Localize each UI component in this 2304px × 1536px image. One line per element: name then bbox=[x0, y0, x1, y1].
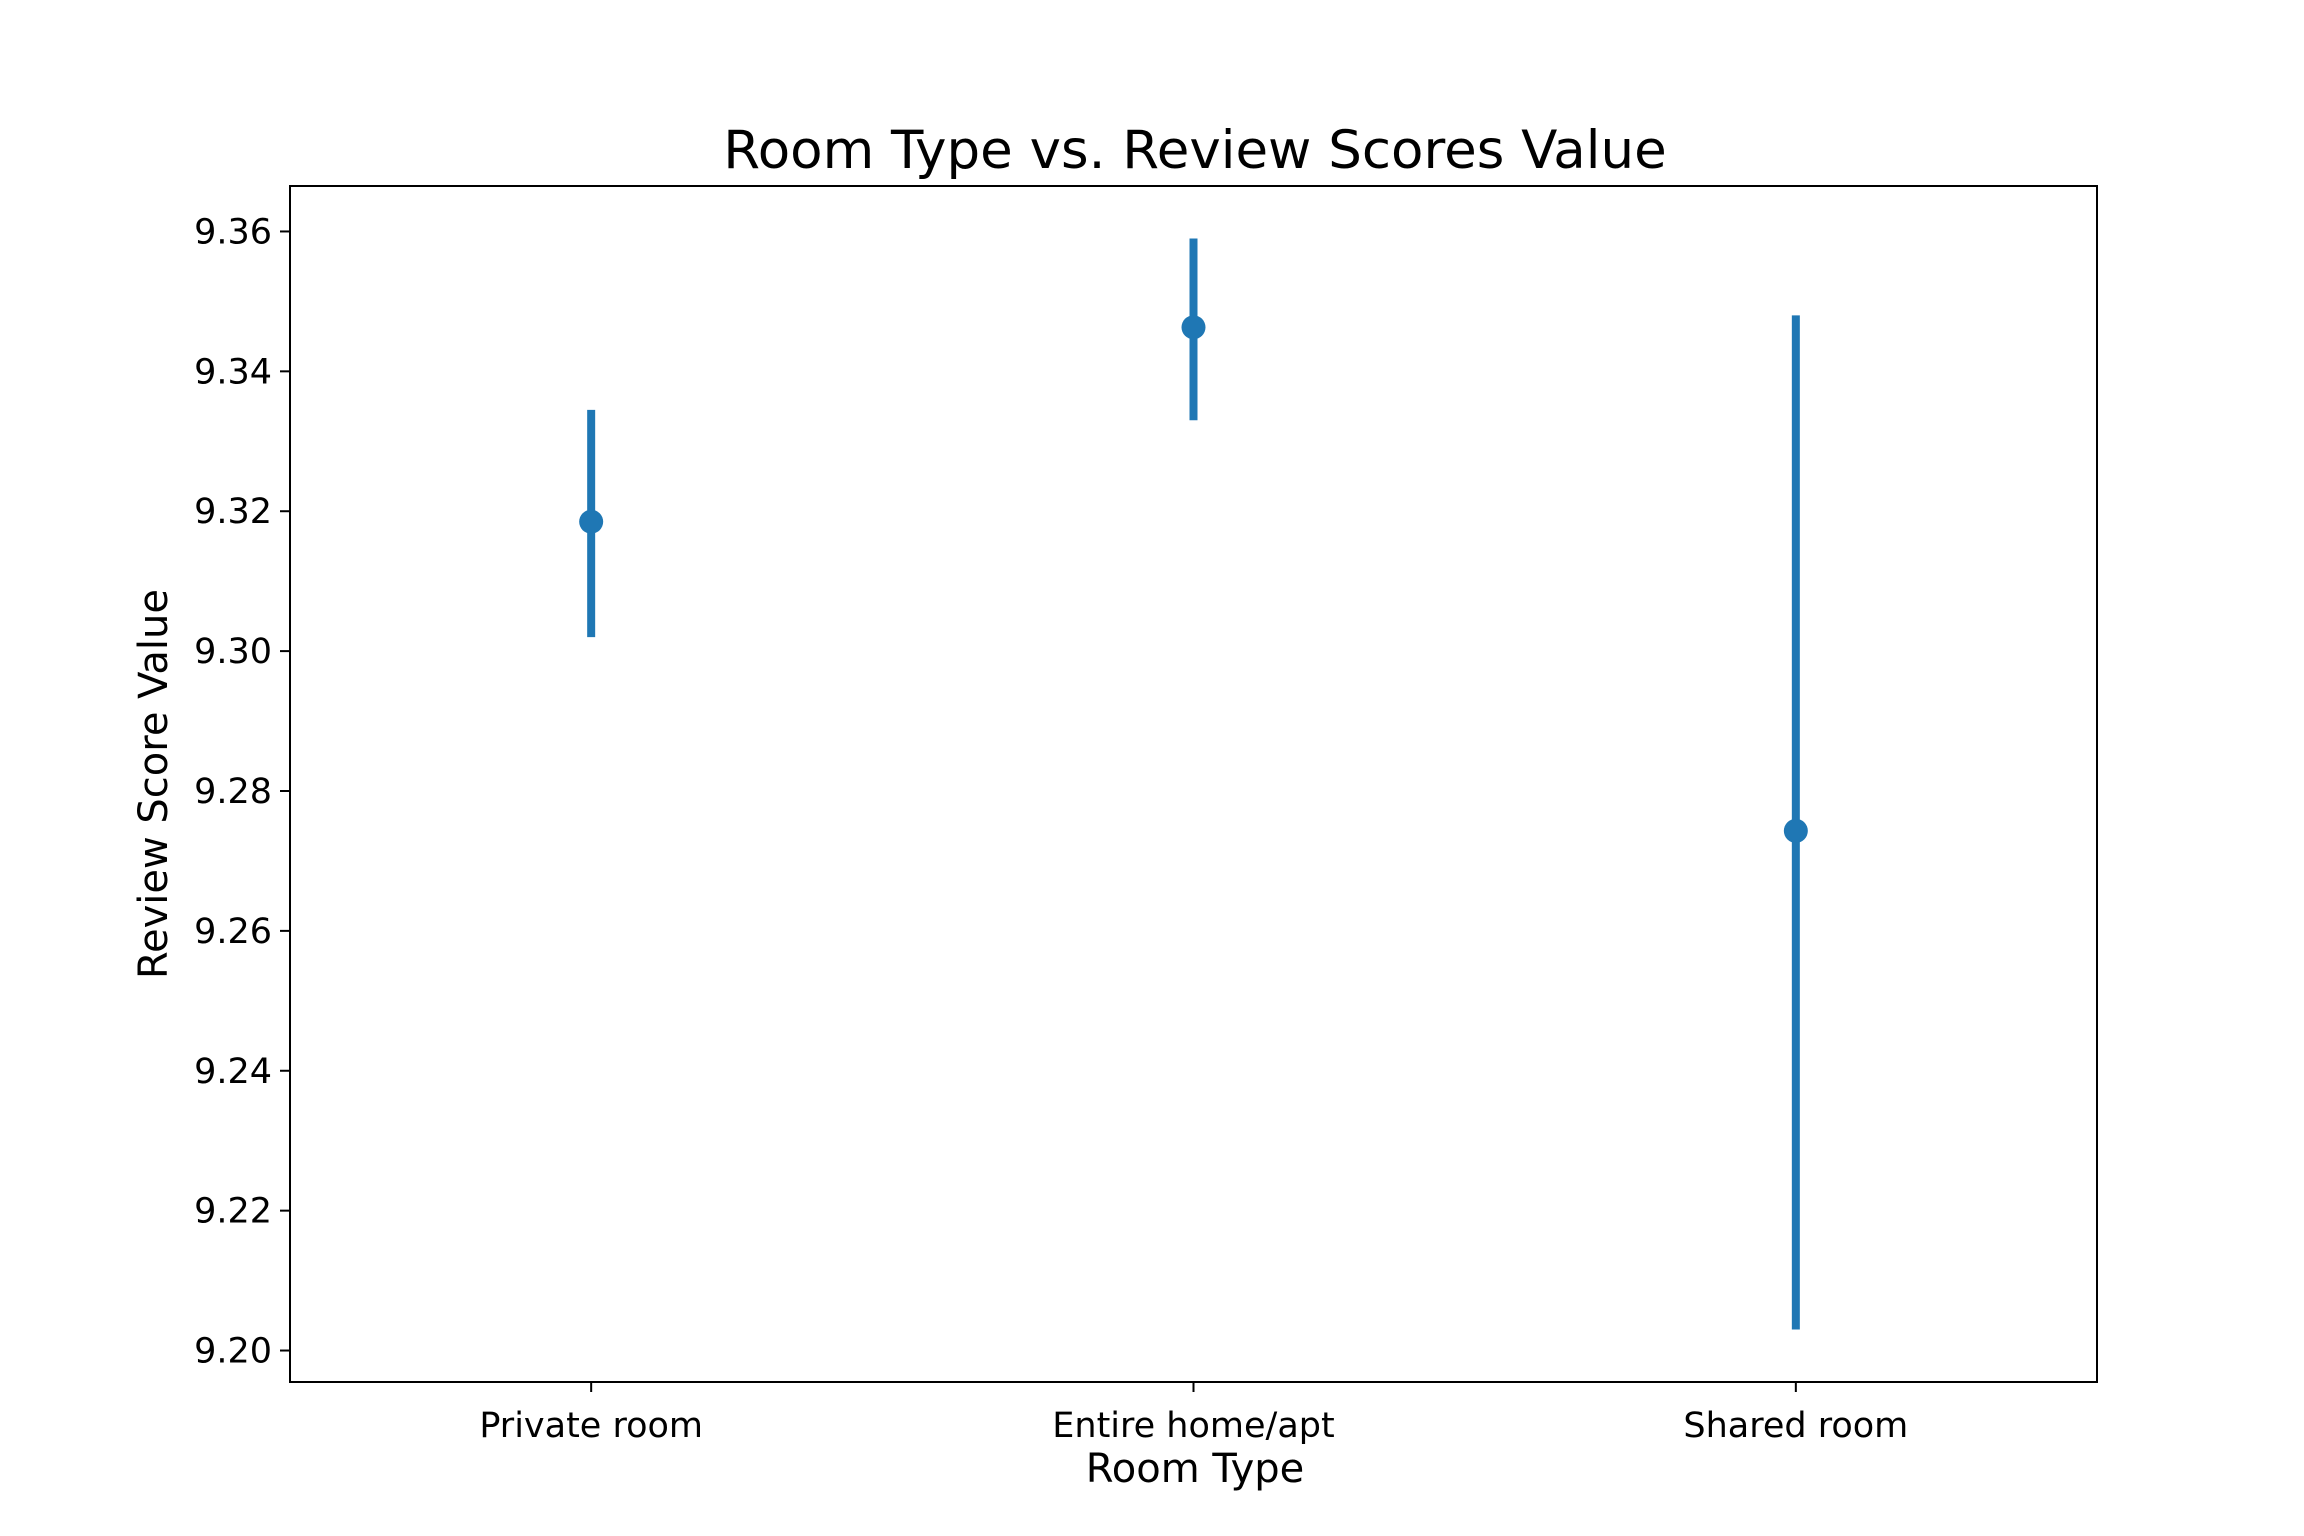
y-tick-label: 9.28 bbox=[194, 772, 272, 812]
y-axis: 9.20 9.22 9.24 9.26 9.28 9.30 9.32 9.34 9.36 bbox=[194, 212, 290, 1372]
y-tick-label: 9.24 bbox=[194, 1052, 272, 1092]
chart-title: Room Type vs. Review Scores Value bbox=[723, 120, 1666, 181]
data-point bbox=[1181, 315, 1206, 340]
plot-frame bbox=[289, 185, 2098, 1383]
y-tick-label: 9.30 bbox=[194, 632, 272, 672]
y-tick-label: 9.34 bbox=[194, 352, 272, 392]
data-point bbox=[579, 509, 604, 534]
y-tick-label: 9.26 bbox=[194, 912, 272, 952]
plot-marks bbox=[579, 238, 1808, 1330]
y-tick-label: 9.22 bbox=[194, 1192, 272, 1232]
y-tick-label: 9.20 bbox=[194, 1332, 272, 1372]
x-tick-label: Shared room bbox=[1683, 1406, 1908, 1446]
x-tick-label: Private room bbox=[479, 1406, 703, 1446]
y-tick-label: 9.36 bbox=[194, 212, 272, 252]
x-axis: Private room Entire home/apt Shared room bbox=[479, 1382, 1908, 1446]
x-axis-label: Room Type bbox=[1086, 1446, 1305, 1492]
data-point bbox=[1783, 818, 1808, 843]
y-axis-label: Review Score Value bbox=[131, 589, 177, 979]
x-tick-label: Entire home/apt bbox=[1052, 1406, 1334, 1446]
y-tick-label: 9.32 bbox=[194, 492, 272, 532]
